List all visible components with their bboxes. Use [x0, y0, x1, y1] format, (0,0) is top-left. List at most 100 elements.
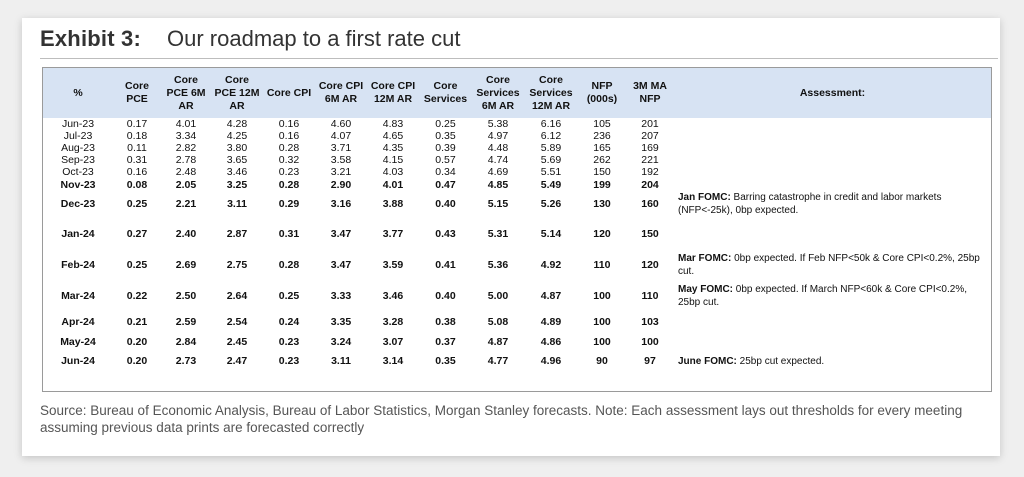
assessment-text: 0bp expected. If Feb NFP<50k & Core CPI<… [678, 253, 980, 277]
column-header: Core Services 6M AR [472, 68, 524, 118]
row-month: Sep-23 [61, 154, 95, 166]
table-cell: 4.97 [487, 130, 509, 142]
table-cell: 4.25 [226, 130, 248, 142]
exhibit-subtitle: Our roadmap to a first rate cut [167, 26, 461, 51]
table-cell: 0.28 [278, 142, 300, 154]
table-row: Feb-24 0.25 2.69 2.75 0.28 3.47 3.59 0.41 5.36 4.… [43, 250, 991, 280]
table-cell: 103 [641, 316, 659, 328]
table-cell: 207 [641, 130, 659, 142]
table-cell: 4.01 [175, 118, 197, 130]
table-cell: 4.60 [330, 118, 352, 130]
row-month: Feb-24 [61, 259, 95, 271]
table-cell: 4.77 [487, 355, 509, 367]
assessment-cell [674, 332, 991, 352]
table-cell: 2.40 [175, 227, 197, 240]
table-cell: 5.08 [487, 316, 509, 328]
table-cell: 4.89 [540, 316, 562, 328]
table-cell: 4.86 [540, 336, 562, 348]
table-cell: 0.40 [435, 198, 456, 210]
table-cell: 5.31 [487, 227, 509, 240]
table-cell: 97 [644, 355, 656, 367]
table-cell: 0.16 [126, 166, 148, 178]
assessment-cell [674, 154, 991, 166]
table-cell: 0.20 [126, 336, 148, 348]
table-cell: 3.88 [382, 198, 404, 210]
assessment-label: Mar FOMC: [678, 253, 732, 264]
table-cell: 4.28 [226, 118, 248, 130]
assessment-label: May FOMC: [678, 284, 733, 295]
column-header: Core Services 12M AR [524, 68, 578, 118]
row-month: Oct-23 [62, 166, 94, 178]
table-cell: 160 [641, 198, 659, 210]
assessment-text: 25bp cut expected. [736, 355, 825, 367]
table-cell: 2.21 [175, 198, 197, 210]
table-cell: 130 [593, 198, 611, 210]
table-cell: 199 [593, 178, 611, 191]
roadmap-table-frame: % Core PCE Core PCE 6M AR Core PCE 12M AR Co… [42, 67, 992, 392]
column-header: 3M MA NFP [626, 68, 674, 118]
table-cell: 0.34 [435, 166, 456, 178]
table-cell: 120 [593, 227, 611, 240]
table-cell: 2.59 [175, 316, 197, 328]
table-cell: 4.96 [540, 355, 562, 367]
table-cell: 3.80 [226, 142, 248, 154]
table-cell: 0.41 [435, 259, 456, 271]
table-cell: 2.48 [175, 166, 197, 178]
table-cell: 4.74 [487, 154, 509, 166]
table-cell: 5.38 [487, 118, 509, 130]
table-cell: 4.65 [382, 130, 404, 142]
table-cell: 0.35 [435, 130, 456, 142]
table-cell: 3.34 [175, 130, 197, 142]
table-cell: 4.92 [540, 259, 562, 271]
row-month: Apr-24 [61, 316, 95, 328]
table-cell: 4.69 [487, 166, 509, 178]
column-header: % [43, 68, 113, 118]
table-cell: 3.77 [382, 227, 404, 240]
table-cell: 2.90 [330, 178, 352, 191]
table-cell: 90 [596, 355, 608, 367]
table-cell: 4.87 [487, 336, 509, 348]
table-cell: 0.31 [126, 154, 148, 166]
row-month: Mar-24 [61, 290, 95, 302]
table-cell: 4.07 [330, 130, 352, 142]
column-header: Core CPI [263, 68, 315, 118]
column-header: Core PCE 6M AR [161, 68, 211, 118]
table-cell: 262 [593, 154, 611, 166]
table-cell: 0.08 [126, 178, 148, 191]
table-cell: 100 [593, 316, 611, 328]
table-row: Jun-23 0.17 4.01 4.28 0.16 4.60 4.83 0.25 5.38 6.… [43, 118, 991, 130]
table-cell: 4.35 [382, 142, 404, 154]
table-cell: 4.15 [382, 154, 404, 166]
table-cell: 150 [641, 227, 659, 240]
table-cell: 3.71 [330, 142, 352, 154]
table-cell: 4.85 [487, 178, 509, 191]
assessment-cell: June FOMC: 25bp cut expected. [674, 352, 991, 370]
table-cell: 5.14 [540, 227, 562, 240]
assessment-label: Jan FOMC: [678, 192, 731, 203]
table-cell: 0.23 [278, 336, 300, 348]
table-cell: 3.14 [382, 355, 404, 367]
table-cell: 0.47 [435, 178, 456, 191]
column-header: NFP (000s) [578, 68, 626, 118]
assessment-text: 0bp expected. If March NFP<60k & Core CP… [678, 284, 968, 308]
row-month: Jan-24 [61, 227, 95, 240]
table-cell: 3.28 [382, 316, 404, 328]
table-cell: 5.15 [487, 198, 509, 210]
table-cell: 0.57 [435, 154, 456, 166]
table-cell: 110 [593, 259, 611, 271]
table-cell: 3.07 [382, 336, 404, 348]
table-cell: 0.40 [435, 290, 456, 302]
table-cell: 3.65 [226, 154, 248, 166]
table-cell: 4.01 [382, 178, 404, 191]
assessment-cell: May FOMC: 0bp expected. If March NFP<60k… [674, 280, 991, 312]
table-cell: 0.25 [435, 118, 456, 130]
table-cell: 4.87 [540, 290, 562, 302]
roadmap-table: % Core PCE Core PCE 6M AR Core PCE 12M AR Co… [43, 68, 991, 370]
table-row: Apr-24 0.21 2.59 2.54 0.24 3.35 3.28 0.38 5.08 4.… [43, 312, 991, 332]
assessment-cell [674, 166, 991, 178]
table-cell: 3.35 [330, 316, 352, 328]
column-header: Core CPI 6M AR [315, 68, 367, 118]
table-row: Jan-24 0.27 2.40 2.87 0.31 3.47 3.77 0.43 5.31 5.… [43, 217, 991, 250]
table-cell: 0.16 [278, 130, 300, 142]
table-cell: 204 [641, 178, 659, 191]
